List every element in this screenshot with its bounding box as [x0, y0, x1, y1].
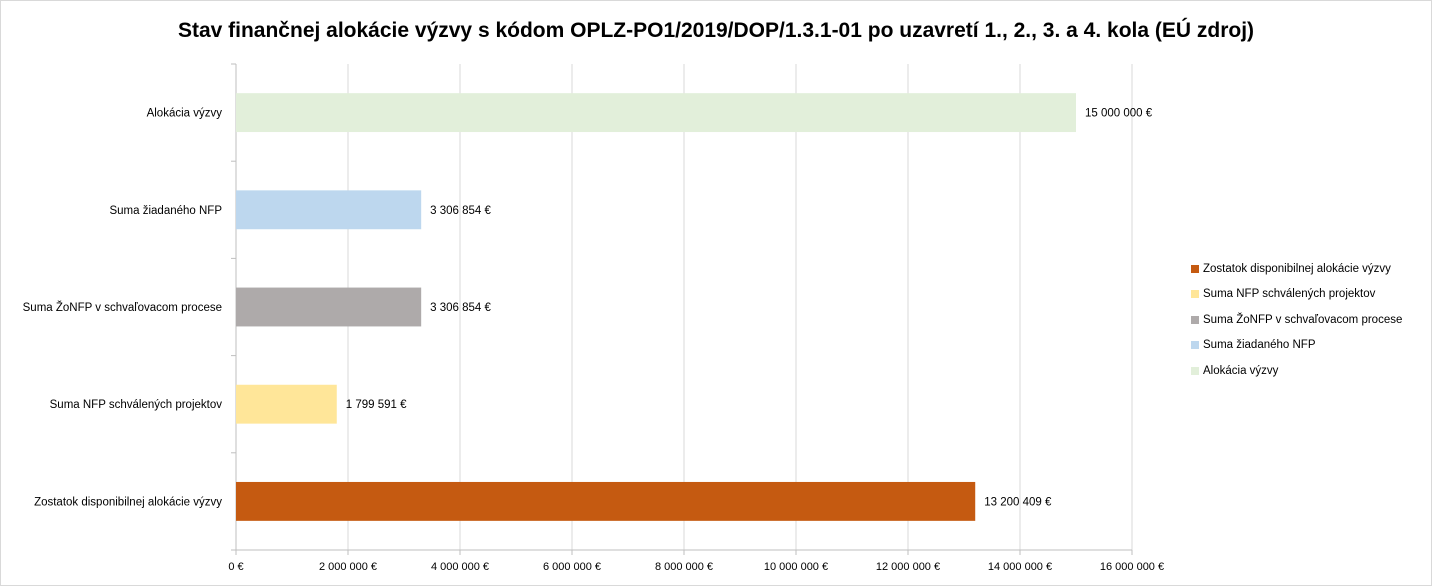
category-label: Suma NFP schválených projektov: [50, 399, 223, 411]
data-label: 15 000 000 €: [1085, 108, 1153, 120]
x-tick-label: 6 000 000 €: [543, 561, 601, 573]
legend: Zostatok disponibilnej alokácie výzvy Sum…: [1191, 256, 1402, 384]
x-tick-label: 0 €: [228, 561, 243, 573]
legend-label: Zostatok disponibilnej alokácie výzvy: [1203, 262, 1391, 275]
x-tick-label: 10 000 000 €: [764, 561, 828, 573]
legend-swatch: [1191, 366, 1199, 375]
category-label: Suma ŽoNFP v schvaľovacom procese: [23, 301, 222, 314]
legend-item: Alokácia výzvy: [1191, 358, 1402, 384]
x-tick-label: 16 000 000 €: [1100, 561, 1164, 573]
category-label: Suma žiadaného NFP: [109, 205, 222, 217]
legend-swatch: [1191, 315, 1199, 324]
bar: [236, 384, 337, 424]
legend-item: Suma ŽoNFP v schvaľovacom procese: [1191, 307, 1402, 333]
legend-label: Suma ŽoNFP v schvaľovacom procese: [1203, 313, 1403, 326]
legend-label: Suma žiadaného NFP: [1203, 339, 1316, 352]
legend-item: Suma NFP schválených projektov: [1191, 282, 1402, 308]
bar: [236, 481, 976, 521]
data-label: 3 306 854 €: [430, 302, 491, 314]
bar: [236, 287, 422, 327]
chart-title: Stav finančnej alokácie výzvy s kódom OP…: [177, 19, 1255, 42]
x-tick-label: 12 000 000 €: [876, 561, 940, 573]
category-label: Alokácia výzvy: [147, 108, 223, 120]
bar: [236, 190, 422, 230]
x-tick-label: 8 000 000 €: [655, 561, 713, 573]
legend-label: Alokácia výzvy: [1203, 364, 1279, 377]
legend-swatch: [1191, 341, 1199, 350]
legend-swatch: [1191, 264, 1199, 273]
data-label: 13 200 409 €: [984, 496, 1052, 508]
data-label: 3 306 854 €: [430, 205, 491, 217]
legend-item: Suma žiadaného NFP: [1191, 333, 1402, 359]
category-label: Zostatok disponibilnej alokácie výzvy: [34, 496, 222, 508]
legend-swatch: [1191, 290, 1199, 299]
bar: [236, 93, 1076, 133]
legend-item: Zostatok disponibilnej alokácie výzvy: [1191, 256, 1402, 282]
x-tick-label: 2 000 000 €: [319, 561, 377, 573]
x-tick-label: 4 000 000 €: [431, 561, 489, 573]
legend-label: Suma NFP schválených projektov: [1203, 288, 1376, 301]
x-tick-label: 14 000 000 €: [988, 561, 1052, 573]
data-label: 1 799 591 €: [346, 399, 407, 411]
